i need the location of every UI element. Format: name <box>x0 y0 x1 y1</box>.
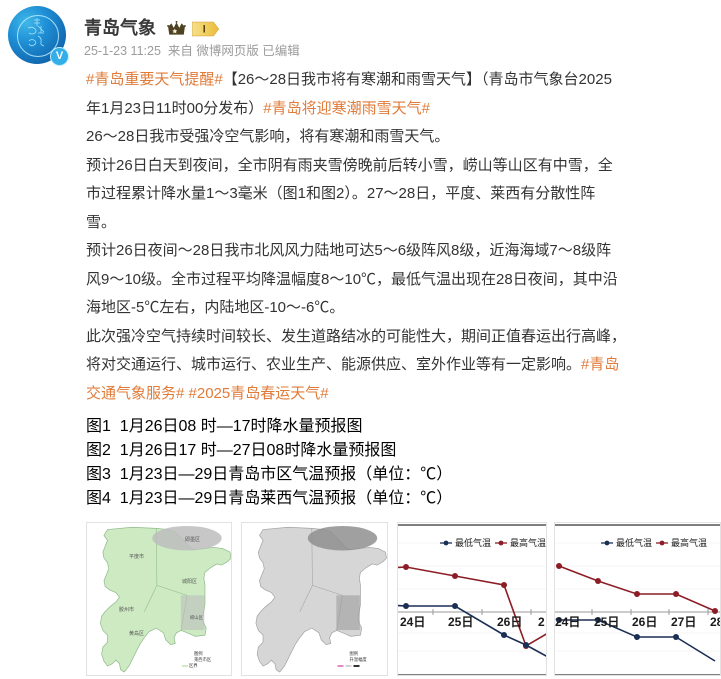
svg-text:胶州市: 胶州市 <box>119 606 134 613</box>
svg-text:25日: 25日 <box>594 615 619 629</box>
svg-text:最高气温: 最高气温 <box>671 537 707 548</box>
svg-text:2: 2 <box>538 615 545 629</box>
svg-text:黄岛区: 黄岛区 <box>129 630 144 637</box>
svg-text:24日: 24日 <box>555 615 580 629</box>
svg-text:I: I <box>203 24 206 36</box>
svg-text:即墨区: 即墨区 <box>185 537 200 543</box>
svg-text:25日: 25日 <box>448 615 473 629</box>
svg-text:城阳区: 城阳区 <box>182 578 197 585</box>
svg-text:莱西市区: 莱西市区 <box>194 656 212 663</box>
svg-text:最低气温: 最低气温 <box>455 537 491 548</box>
svg-text:24日: 24日 <box>400 615 425 629</box>
svg-text:27日: 27日 <box>671 615 696 629</box>
svg-text:崂山区: 崂山区 <box>190 614 204 621</box>
svg-text:图例: 图例 <box>350 650 359 657</box>
svg-text:平度市: 平度市 <box>129 553 144 560</box>
svg-text:26日: 26日 <box>497 615 522 629</box>
svg-text:图例: 图例 <box>194 650 203 657</box>
svg-text:26日: 26日 <box>632 615 657 629</box>
svg-text:28: 28 <box>710 615 721 629</box>
svg-text:最低气温: 最低气温 <box>616 537 652 548</box>
svg-text:升温幅度: 升温幅度 <box>350 656 368 663</box>
svg-text:最高气温: 最高气温 <box>510 537 546 548</box>
